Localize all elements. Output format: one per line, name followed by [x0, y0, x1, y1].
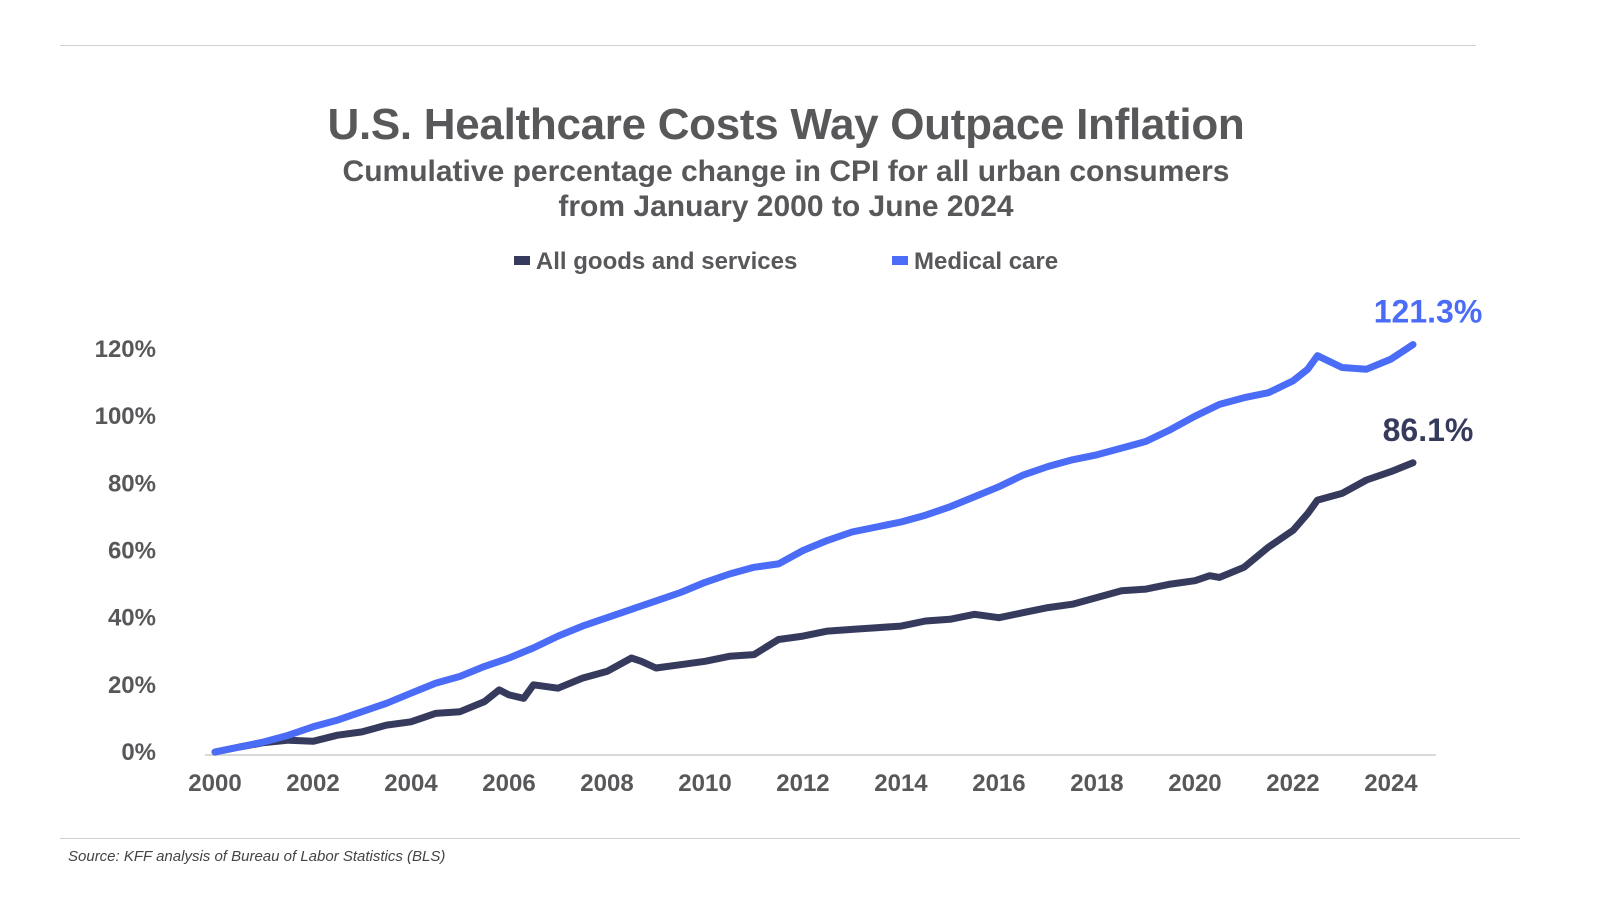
legend-swatch-all-goods [513, 256, 530, 266]
y-axis-ticks: 0% 20% 40% 60% 80% 100% 120% [95, 336, 156, 766]
legend-item-all-goods: All goods and services [513, 248, 798, 276]
y-tick-label: 120% [95, 336, 156, 363]
x-tick-label: 2000 [188, 770, 241, 797]
x-tick-label: 2018 [1070, 770, 1123, 797]
top-divider [60, 45, 1476, 46]
x-tick-label: 2002 [286, 770, 339, 797]
legend-item-medical-care: Medical care [892, 248, 1058, 276]
x-tick-label: 2022 [1266, 770, 1319, 797]
y-tick-label: 100% [95, 403, 156, 430]
series-line-medical-care [211, 341, 1417, 756]
series-line-all-goods [211, 459, 1417, 756]
y-tick-label: 60% [108, 538, 156, 565]
end-label-all-goods: 86.1% [1383, 412, 1474, 448]
end-label-medical-care: 121.3% [1374, 294, 1483, 330]
chart-subtitle: Cumulative percentage change in CPI for … [0, 154, 1572, 224]
legend-swatch-medical-care [892, 256, 908, 266]
x-tick-label: 2016 [972, 770, 1025, 797]
x-tick-label: 2006 [482, 770, 535, 797]
y-tick-label: 0% [121, 739, 156, 766]
y-tick-label: 40% [108, 605, 156, 632]
x-axis-ticks: 2000 2002 2004 2006 2008 2010 2012 2014 2016 2018… [188, 770, 1418, 797]
y-tick-label: 20% [108, 672, 156, 699]
legend-label-all-goods: All goods and services [535, 248, 798, 275]
x-tick-label: 2024 [1364, 770, 1418, 797]
x-tick-label: 2008 [580, 770, 633, 797]
x-tick-label: 2020 [1168, 770, 1221, 797]
x-tick-label: 2004 [384, 770, 438, 797]
source-note: Source: KFF analysis of Bureau of Labor … [68, 848, 446, 865]
bottom-divider [60, 838, 1520, 839]
series-lines [211, 341, 1417, 756]
subtitle-line-2: from January 2000 to June 2024 [558, 190, 1014, 223]
chart-title: U.S. Healthcare Costs Way Outpace Inflat… [327, 100, 1245, 149]
x-tick-label: 2010 [678, 770, 731, 797]
x-tick-label: 2012 [776, 770, 829, 797]
end-labels: 86.1% 121.3% [1374, 294, 1483, 448]
x-tick-label: 2014 [874, 770, 928, 797]
chart-legend: All goods and services Medical care [0, 248, 1572, 276]
legend-label-medical-care: Medical care [914, 248, 1059, 275]
y-tick-label: 80% [108, 470, 156, 497]
subtitle-line-1: Cumulative percentage change in CPI for … [342, 155, 1230, 188]
